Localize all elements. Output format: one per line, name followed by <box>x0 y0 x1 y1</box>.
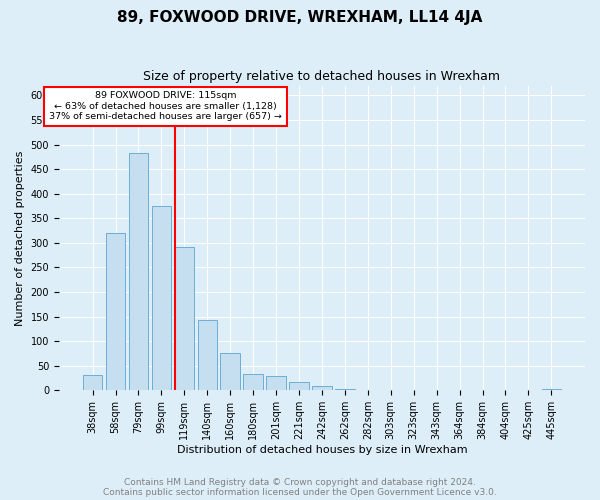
Bar <box>244 374 263 390</box>
Bar <box>197 320 217 390</box>
Text: 89 FOXWOOD DRIVE: 115sqm
← 63% of detached houses are smaller (1,128)
37% of sem: 89 FOXWOOD DRIVE: 115sqm ← 63% of detach… <box>49 92 282 122</box>
X-axis label: Distribution of detached houses by size in Wrexham: Distribution of detached houses by size … <box>176 445 467 455</box>
Bar <box>175 248 194 390</box>
Bar <box>128 153 148 390</box>
Bar <box>312 386 332 390</box>
Y-axis label: Number of detached properties: Number of detached properties <box>15 150 25 326</box>
Bar <box>542 389 561 390</box>
Bar <box>220 353 240 391</box>
Bar <box>152 206 171 390</box>
Bar <box>266 376 286 390</box>
Text: 89, FOXWOOD DRIVE, WREXHAM, LL14 4JA: 89, FOXWOOD DRIVE, WREXHAM, LL14 4JA <box>118 10 482 25</box>
Bar <box>289 382 309 390</box>
Bar <box>106 233 125 390</box>
Title: Size of property relative to detached houses in Wrexham: Size of property relative to detached ho… <box>143 70 500 83</box>
Text: Contains HM Land Registry data © Crown copyright and database right 2024.
Contai: Contains HM Land Registry data © Crown c… <box>103 478 497 497</box>
Bar <box>83 374 103 390</box>
